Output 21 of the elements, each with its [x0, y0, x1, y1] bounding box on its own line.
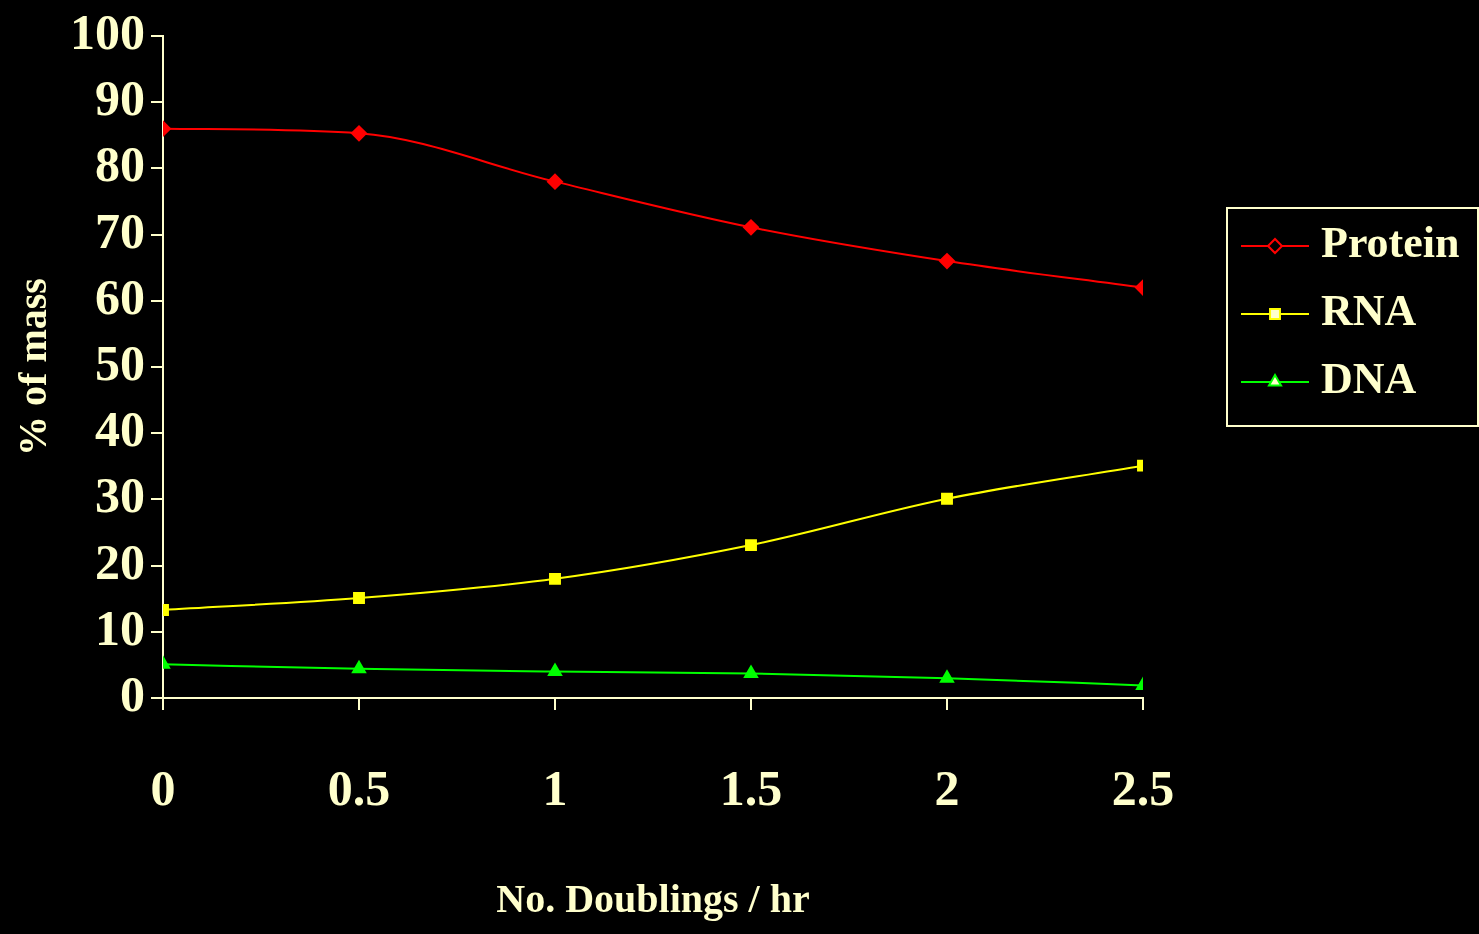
- x-tick-label: 0.5: [327, 759, 391, 816]
- legend-label: Protein: [1321, 218, 1460, 268]
- y-tick-label: 40: [95, 401, 145, 458]
- x-tick-label: 1: [542, 759, 568, 816]
- y-tick-label: 10: [95, 599, 145, 656]
- x-tick-label: 2.5: [1111, 759, 1175, 816]
- y-tick-label: 100: [70, 3, 145, 60]
- y-tick-label: 90: [95, 70, 145, 127]
- y-tick-label: 30: [95, 467, 145, 524]
- legend-label: DNA: [1321, 354, 1417, 404]
- y-axis-title: % of mass: [10, 278, 56, 456]
- x-tick-label: 2: [934, 759, 960, 816]
- y-tick-label: 50: [95, 334, 145, 391]
- x-tick-label: 1.5: [719, 759, 783, 816]
- y-tick-label: 60: [95, 268, 145, 325]
- x-axis-title: No. Doublings / hr: [496, 876, 810, 922]
- y-tick-label: 0: [120, 665, 145, 722]
- y-tick-label: 20: [95, 533, 145, 590]
- y-tick-label: 80: [95, 136, 145, 193]
- y-tick-label: 70: [95, 202, 145, 259]
- legend-label: RNA: [1321, 286, 1417, 336]
